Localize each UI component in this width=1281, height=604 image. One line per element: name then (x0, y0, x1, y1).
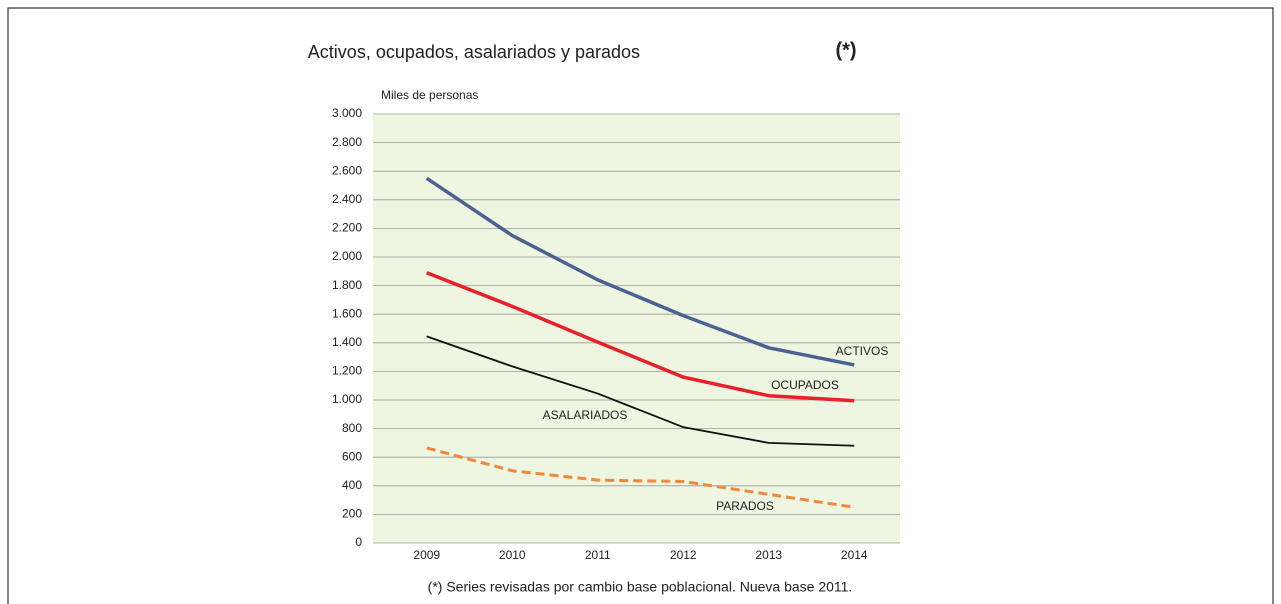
y-tick-label: 1.000 (332, 392, 362, 406)
series-line (425, 176, 855, 367)
footnote: (*) Series revisadas por cambio base pob… (428, 579, 853, 595)
series-line (426, 446, 855, 509)
x-tick-label: 2014 (841, 548, 868, 562)
y-tick-label: 1.400 (332, 335, 362, 349)
y-axis-label: Miles de personas (381, 88, 478, 102)
y-tick-label: 1.800 (332, 278, 362, 292)
y-tick-label: 2.800 (332, 135, 362, 149)
y-tick-label: 600 (342, 449, 362, 463)
y-tick-label: 2.600 (332, 163, 362, 177)
y-tick-label: 3.000 (332, 106, 362, 120)
y-tick-label: 200 (342, 507, 362, 521)
y-tick-label: 1.200 (332, 364, 362, 378)
y-tick-label: 1.600 (332, 306, 362, 320)
x-tick-label: 2012 (670, 548, 697, 562)
y-tick-label: 800 (342, 421, 362, 435)
series-line (426, 335, 855, 447)
y-tick-label: 2.400 (332, 192, 362, 206)
series-line (426, 271, 855, 403)
x-tick-label: 2011 (585, 548, 611, 562)
y-tick-label: 2.000 (332, 249, 362, 263)
chart-title: Activos, ocupados, asalariados y parados (308, 42, 640, 62)
series-label: OCUPADOS (771, 378, 839, 392)
frame (7, 7, 1274, 604)
y-tick-label: 0 (355, 535, 362, 549)
x-tick-label: 2013 (755, 548, 782, 562)
y-tick-label: 2.200 (332, 221, 362, 235)
series-label: ACTIVOS (836, 344, 889, 358)
plot-background (373, 114, 900, 543)
x-tick-label: 2009 (413, 548, 440, 562)
series-label: PARADOS (716, 499, 774, 513)
x-tick-label: 2010 (499, 548, 526, 562)
series-label: ASALARIADOS (543, 408, 628, 422)
title-mark: (*) (835, 39, 856, 61)
y-tick-label: 400 (342, 478, 362, 492)
